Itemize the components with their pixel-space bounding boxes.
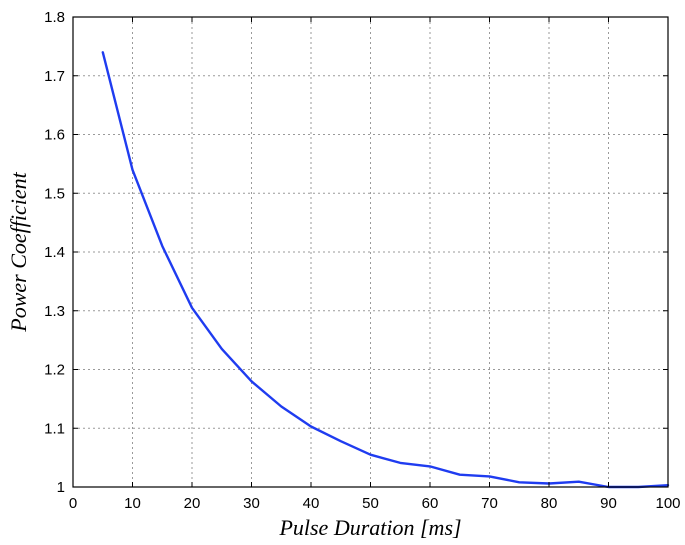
y-tick-label: 1.4 — [44, 244, 65, 261]
x-tick-label: 20 — [184, 495, 201, 512]
y-tick-label: 1.8 — [44, 9, 65, 26]
axis-ticks — [72, 16, 669, 488]
y-tick-label: 1.1 — [44, 420, 65, 437]
y-tick-label: 1 — [57, 479, 65, 496]
grid — [73, 17, 668, 487]
y-tick-label: 1.3 — [44, 303, 65, 320]
x-tick-label: 0 — [69, 495, 77, 512]
x-tick-label: 50 — [362, 495, 379, 512]
y-tick-label: 1.5 — [44, 185, 65, 202]
y-tick-label: 1.2 — [44, 362, 65, 379]
series-line-0 — [101, 51, 670, 489]
y-tick-label: 1.6 — [44, 127, 65, 144]
x-tick-label: 100 — [655, 495, 680, 512]
x-axis-tick-labels: 0 10 20 30 40 50 60 70 80 90 100 — [69, 495, 681, 512]
y-axis-title: Power Coefficient — [6, 171, 31, 332]
x-axis-title: Pulse Duration [ms] — [278, 515, 461, 540]
series-layer — [101, 51, 670, 489]
x-tick-label: 30 — [243, 495, 260, 512]
x-tick-label: 60 — [422, 495, 439, 512]
y-tick-label: 1.7 — [44, 68, 65, 85]
x-tick-label: 70 — [481, 495, 498, 512]
y-axis-tick-labels: 1 1.1 1.2 1.3 1.4 1.5 1.6 1.7 1.8 — [44, 9, 65, 496]
x-tick-label: 40 — [303, 495, 320, 512]
x-tick-label: 10 — [124, 495, 141, 512]
x-tick-label: 90 — [600, 495, 617, 512]
x-tick-label: 80 — [541, 495, 558, 512]
